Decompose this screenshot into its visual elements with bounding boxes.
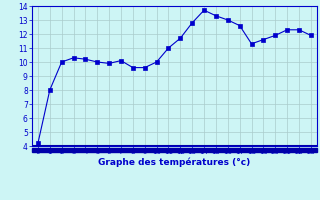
X-axis label: Graphe des températures (°c): Graphe des températures (°c) <box>98 158 251 167</box>
